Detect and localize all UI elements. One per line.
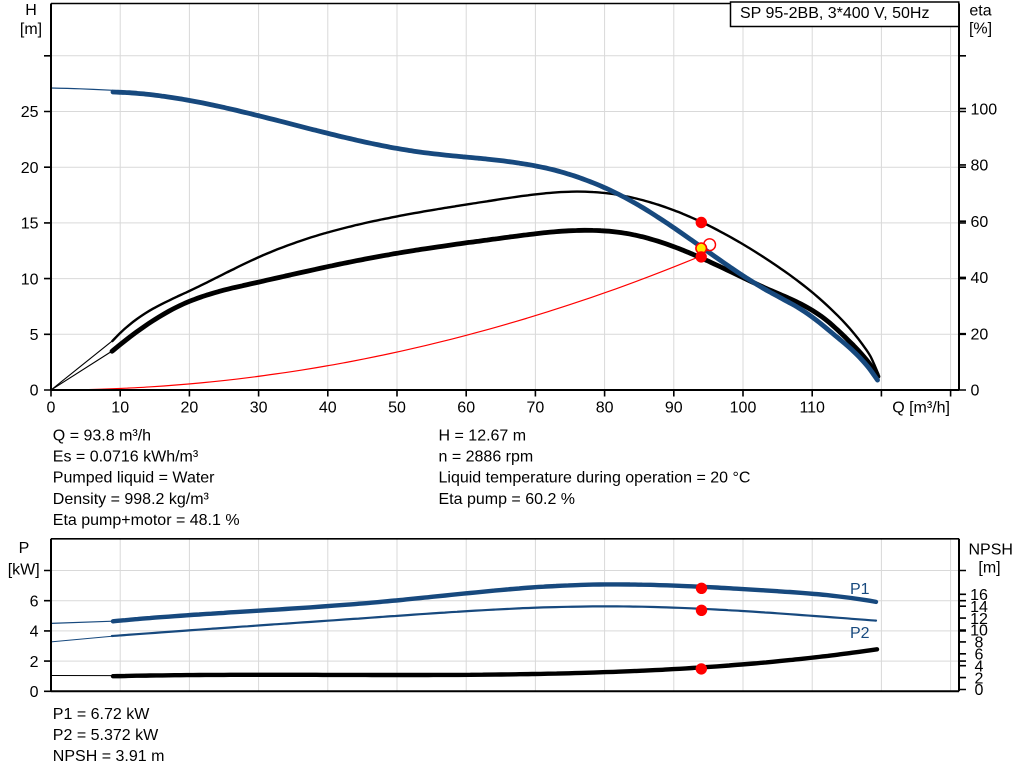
svg-text:P2 = 5.372 kW: P2 = 5.372 kW — [53, 727, 159, 744]
svg-text:Q [m³/h]: Q [m³/h] — [892, 400, 950, 417]
svg-text:8: 8 — [975, 635, 984, 652]
svg-text:6: 6 — [975, 647, 984, 664]
svg-text:10: 10 — [970, 623, 988, 640]
svg-text:14: 14 — [970, 599, 988, 616]
svg-text:60: 60 — [971, 214, 989, 231]
svg-text:20: 20 — [181, 400, 199, 417]
svg-text:10: 10 — [111, 400, 129, 417]
svg-text:Q = 93.8 m³/h: Q = 93.8 m³/h — [53, 427, 151, 444]
svg-text:[%]: [%] — [969, 21, 992, 38]
svg-text:[kW]: [kW] — [8, 562, 40, 579]
svg-text:60: 60 — [457, 400, 475, 417]
svg-text:40: 40 — [319, 400, 337, 417]
svg-text:P2: P2 — [850, 625, 870, 642]
svg-text:P1 = 6.72 kW: P1 = 6.72 kW — [53, 706, 150, 723]
svg-text:6: 6 — [30, 593, 39, 610]
svg-text:NPSH: NPSH — [968, 542, 1012, 559]
svg-text:2: 2 — [30, 654, 39, 671]
svg-text:50: 50 — [388, 400, 406, 417]
svg-text:80: 80 — [596, 400, 614, 417]
svg-text:20: 20 — [21, 160, 39, 177]
svg-text:n = 2886 rpm: n = 2886 rpm — [439, 449, 534, 466]
svg-text:0: 0 — [47, 400, 56, 417]
svg-text:30: 30 — [250, 400, 268, 417]
svg-text:2: 2 — [975, 670, 984, 687]
svg-text:[m]: [m] — [978, 560, 1000, 577]
svg-text:12: 12 — [970, 611, 988, 628]
svg-text:NPSH = 3.91 m: NPSH = 3.91 m — [53, 748, 165, 765]
svg-text:0: 0 — [971, 383, 980, 400]
svg-text:5: 5 — [30, 327, 39, 344]
svg-text:110: 110 — [799, 400, 825, 417]
svg-text:100: 100 — [971, 101, 998, 118]
svg-text:Liquid temperature during oper: Liquid temperature during operation = 20… — [439, 470, 751, 487]
svg-text:Eta pump+motor = 48.1 %: Eta pump+motor = 48.1 % — [53, 512, 240, 529]
svg-text:4: 4 — [975, 658, 984, 675]
svg-text:10: 10 — [21, 271, 39, 288]
svg-text:[m]: [m] — [20, 21, 42, 38]
svg-text:16: 16 — [970, 587, 988, 604]
svg-text:0: 0 — [30, 383, 39, 400]
svg-text:0: 0 — [975, 682, 984, 699]
svg-text:15: 15 — [21, 216, 39, 233]
svg-text:20: 20 — [971, 326, 989, 343]
svg-text:Eta pump = 60.2 %: Eta pump = 60.2 % — [439, 491, 576, 508]
svg-text:H: H — [25, 2, 37, 19]
svg-text:0: 0 — [30, 684, 39, 701]
svg-text:Es = 0.0716 kWh/m³: Es = 0.0716 kWh/m³ — [53, 449, 199, 466]
svg-text:70: 70 — [527, 400, 545, 417]
svg-text:40: 40 — [971, 270, 989, 287]
svg-text:80: 80 — [971, 158, 989, 175]
svg-text:H = 12.67 m: H = 12.67 m — [439, 427, 527, 444]
svg-text:4: 4 — [30, 624, 39, 641]
svg-text:Density = 998.2 kg/m³: Density = 998.2 kg/m³ — [53, 491, 210, 508]
svg-text:P1: P1 — [850, 581, 870, 598]
svg-text:SP 95-2BB, 3*400 V, 50Hz: SP 95-2BB, 3*400 V, 50Hz — [740, 5, 929, 22]
svg-text:Pumped liquid = Water: Pumped liquid = Water — [53, 470, 215, 487]
svg-text:eta: eta — [969, 3, 991, 20]
svg-text:25: 25 — [21, 104, 39, 121]
svg-text:100: 100 — [730, 400, 757, 417]
svg-text:90: 90 — [665, 400, 683, 417]
svg-text:P: P — [19, 540, 30, 557]
